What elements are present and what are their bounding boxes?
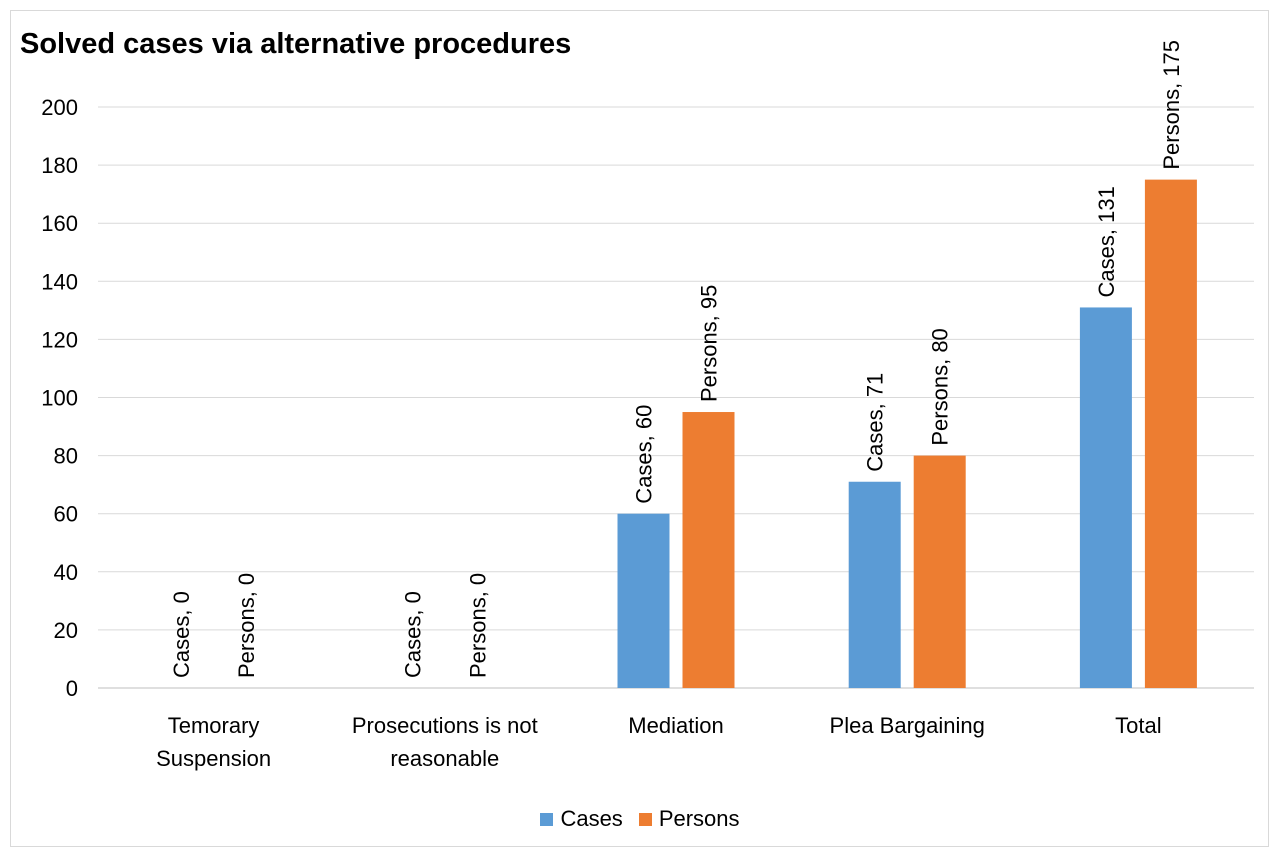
y-tick-label: 140 xyxy=(41,269,78,294)
data-label: Cases, 0 xyxy=(169,591,194,678)
data-label: Cases, 60 xyxy=(632,405,657,504)
y-tick-label: 60 xyxy=(54,502,78,527)
x-category-label: reasonable xyxy=(390,746,499,771)
bar-cases xyxy=(617,513,670,688)
bar-persons xyxy=(1144,179,1197,688)
y-tick-label: 120 xyxy=(41,327,78,352)
y-tick-label: 80 xyxy=(54,444,78,469)
legend-label-cases: Cases xyxy=(560,806,623,831)
legend-item-cases: Cases xyxy=(540,806,623,832)
y-tick-label: 100 xyxy=(41,386,78,411)
chart-frame xyxy=(10,10,1269,847)
y-tick-label: 200 xyxy=(41,95,78,120)
x-category-label: Mediation xyxy=(628,713,723,738)
bar-persons xyxy=(913,455,966,688)
data-label: Persons, 0 xyxy=(234,573,259,678)
data-label: Persons, 95 xyxy=(697,285,722,402)
x-category-label: Prosecutions is not xyxy=(352,713,538,738)
legend-swatch-persons xyxy=(638,812,652,826)
bar-cases xyxy=(848,481,901,688)
y-tick-label: 160 xyxy=(41,211,78,236)
y-tick-label: 180 xyxy=(41,153,78,178)
y-tick-label: 40 xyxy=(54,560,78,585)
x-category-label: Total xyxy=(1115,713,1161,738)
x-category-label: Plea Bargaining xyxy=(830,713,985,738)
data-label: Persons, 175 xyxy=(1159,40,1184,170)
legend-item-persons: Persons xyxy=(638,806,740,832)
data-label: Cases, 131 xyxy=(1094,186,1119,297)
data-label: Cases, 0 xyxy=(400,591,425,678)
legend-label-persons: Persons xyxy=(658,806,740,831)
chart-title: Solved cases via alternative procedures xyxy=(20,28,572,60)
bar-persons xyxy=(682,412,735,688)
legend-swatch-cases xyxy=(540,812,554,826)
y-tick-label: 0 xyxy=(66,676,78,701)
bar-cases xyxy=(1079,307,1132,688)
data-label: Cases, 71 xyxy=(863,373,888,472)
y-tick-label: 20 xyxy=(54,618,78,643)
x-category-label: Suspension xyxy=(156,746,271,771)
data-label: Persons, 80 xyxy=(928,328,953,445)
chart-legend: Cases Persons xyxy=(0,806,1280,832)
x-category-label: Temorary xyxy=(168,713,260,738)
data-label: Persons, 0 xyxy=(465,573,490,678)
